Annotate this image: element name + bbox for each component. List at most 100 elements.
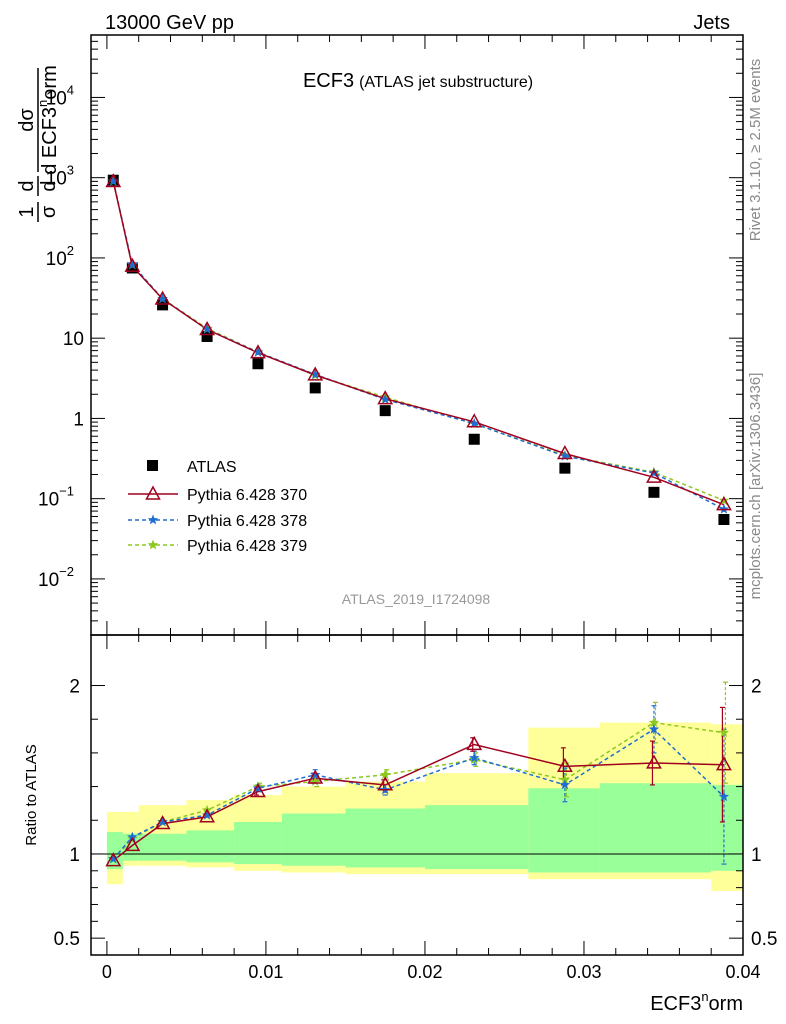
ratio-series-point	[250, 783, 266, 798]
main-data-point	[718, 514, 730, 526]
main-series-point	[469, 418, 480, 428]
ratio-series-point	[466, 735, 483, 751]
ratio-series-point	[377, 776, 394, 791]
ylabel-frac2-num: d	[16, 180, 38, 191]
ratio-series-point	[559, 774, 571, 785]
ratio-series-point	[380, 769, 391, 780]
main-y-tick-exp: −1	[59, 484, 74, 499]
main-y-tick-base: 10	[63, 329, 84, 350]
main-y-tick-label: 10	[63, 329, 84, 350]
x-axis-label-main: ECF3	[650, 993, 701, 1015]
ratio-series-point	[556, 757, 573, 773]
ratio-series-point	[648, 717, 660, 727]
main-series-point	[646, 468, 662, 483]
ratio-series-point	[201, 809, 213, 820]
ratio-series-point	[559, 779, 571, 790]
ylabel-frac3-num: dσ	[16, 108, 38, 132]
x-axis-label: ECF3norm	[650, 989, 743, 1015]
ratio-series	[105, 681, 732, 867]
main-series-point	[466, 413, 483, 428]
analysis-watermark: ATLAS_2019_I1724098	[342, 591, 491, 607]
legend-marker-atlas	[147, 460, 158, 471]
main-data-point	[252, 358, 264, 370]
main-series-point	[718, 503, 730, 514]
ratio-series-point	[310, 776, 321, 786]
ratio-series-point	[307, 769, 324, 784]
ylabel-frac3-den: d ECF3norm	[35, 65, 61, 175]
ratio-series-point	[154, 815, 171, 830]
main-data-point	[309, 382, 321, 394]
main-series-point	[124, 257, 141, 272]
main-data-point	[559, 462, 571, 474]
main-data-point	[468, 433, 480, 445]
main-data-point	[201, 330, 213, 342]
legend-marker-379	[147, 539, 159, 550]
ratio-y-tick-label-right: 0.5	[751, 929, 777, 950]
main-series-point	[157, 293, 168, 304]
main-series-point	[559, 450, 571, 461]
main-y-tick-base: 10	[46, 249, 67, 270]
ratio-y-tick-label-right: 2	[751, 677, 762, 698]
legend-label-atlas: ATLAS	[187, 459, 237, 476]
side-text-top: Rivet 3.1.10, ≥ 2.5M events	[747, 59, 764, 242]
ratio-y-tick-label-right: 1	[751, 845, 762, 866]
legend-label-378: Pythia 6.428 378	[187, 513, 307, 530]
main-y-tick-base: 10	[38, 490, 59, 511]
x-axis-label-tail: orm	[709, 993, 743, 1015]
main-series	[105, 173, 732, 526]
ratio-series-point	[310, 769, 321, 780]
main-y-tick-base: 10	[46, 169, 67, 190]
band-inner-bin	[599, 783, 712, 873]
main-series-point	[108, 175, 119, 186]
x-tick-label: 0.01	[248, 962, 283, 982]
main-y-tick-exp: 3	[67, 163, 74, 178]
ratio-series-point	[469, 752, 480, 763]
main-series-point	[252, 346, 264, 357]
ratio-band-inner	[106, 783, 743, 873]
ratio-ylabel: Ratio to ATLAS	[23, 744, 40, 845]
ratio-series-point	[105, 852, 122, 867]
main-y-tick-base: 10	[38, 570, 59, 591]
main-y-tick-base: 1	[73, 409, 84, 430]
band-inner-bin	[234, 821, 282, 865]
x-tick-label: 0.02	[407, 962, 442, 982]
main-data-point	[379, 405, 391, 417]
x-tick-label: 0.04	[725, 962, 760, 982]
ylabel-frac3-den-sup: n	[35, 100, 50, 107]
ratio-frame	[90, 634, 744, 956]
main-series-point	[715, 496, 732, 511]
ratio-series-point	[718, 791, 730, 802]
legend-label-370: Pythia 6.428 370	[187, 487, 307, 504]
plot-title: ECF3 (ATLAS jet substructure)	[303, 70, 533, 92]
main-y-tick-label: 102	[46, 243, 74, 270]
band-inner-bin	[106, 832, 123, 870]
band-inner-bin	[138, 833, 187, 861]
ratio-y-tick-label: 1	[69, 845, 80, 866]
band-inner-bin	[186, 830, 235, 863]
ylabel-frac2-den: d	[38, 180, 60, 191]
x-tick-label: 0	[102, 962, 112, 982]
ratio-series-point	[127, 831, 138, 842]
main-series-point	[307, 366, 324, 381]
main-series-point	[201, 323, 213, 334]
legend-star	[147, 514, 159, 525]
ylabel-frac1-num: 1	[16, 206, 38, 217]
main-series-point	[377, 390, 394, 405]
main-series-line	[112, 181, 725, 506]
main-y-tick-exp: −2	[59, 564, 74, 579]
main-data-point	[157, 299, 169, 311]
main-series-point	[310, 369, 321, 379]
main-data-point	[648, 486, 660, 498]
ratio-series-point	[648, 723, 660, 734]
ratio-series-point	[157, 816, 168, 827]
ratio-series-point	[252, 782, 264, 793]
main-series-point	[154, 290, 171, 305]
main-y-tick-label: 104	[46, 82, 74, 109]
band-inner-bin	[345, 808, 425, 868]
x-axis-label-sup: n	[701, 989, 708, 1004]
main-y-tick-exp: 4	[67, 82, 74, 97]
ylabel-frac3-den-tail: orm	[39, 65, 61, 99]
ratio-series-point	[715, 756, 732, 771]
